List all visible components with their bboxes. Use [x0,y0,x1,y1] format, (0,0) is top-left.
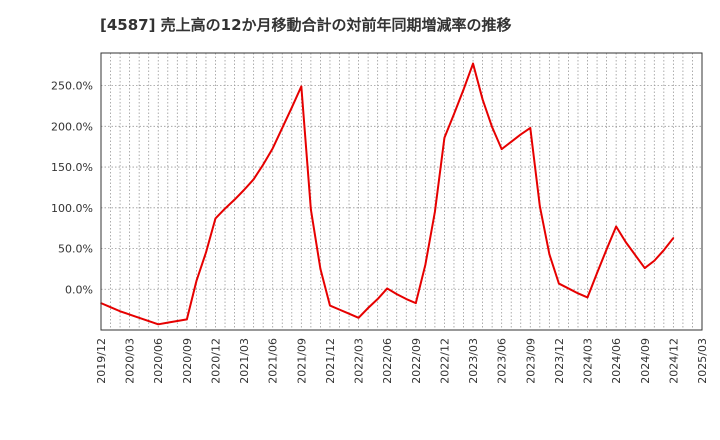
x-tick-label: 2020/06 [152,338,165,384]
data-point [367,307,369,309]
data-point [186,318,188,321]
data-point [481,98,484,101]
data-point [338,308,341,311]
data-point [271,147,274,150]
data-point [262,163,264,166]
x-tick-label: 2022/12 [438,338,451,384]
data-point [548,253,551,256]
data-point [224,207,226,210]
data-point [615,225,617,228]
x-tick-label: 2025/03 [696,338,709,384]
data-point [157,323,160,326]
data-point [119,310,121,313]
x-tick-label: 2023/03 [467,338,480,384]
x-tick-label: 2022/03 [353,338,366,384]
x-tick-label: 2021/09 [295,338,308,384]
data-point [424,264,427,266]
data-point [329,304,331,307]
y-tick-label: 50.0% [58,243,93,256]
grid-lines [101,53,702,330]
x-tick-label: 2021/12 [324,338,337,384]
x-tick-label: 2020/12 [209,338,222,384]
data-point [596,272,598,274]
y-tick-label: 250.0% [51,80,93,93]
data-point [472,62,474,65]
data-point [653,259,656,262]
data-point [462,88,465,91]
data-point [643,267,646,269]
y-tick-label: 150.0% [51,161,93,174]
x-tick-label: 2024/06 [610,338,623,384]
data-point [109,306,112,308]
data-point [434,211,436,213]
data-point [405,298,408,300]
data-point [319,268,322,270]
x-tick-label: 2024/12 [667,338,680,384]
x-tick-label: 2024/03 [582,338,595,384]
data-point [395,293,398,295]
series-group [100,62,675,326]
data-point [128,313,131,316]
x-tick-label: 2021/06 [267,338,280,384]
data-point [290,106,293,109]
x-tick-label: 2023/06 [496,338,509,384]
data-point [348,312,350,315]
data-point [300,85,303,88]
data-point [415,302,417,304]
chart-title: [4587] 売上高の12か月移動合計の対前年同期増減率の推移 [100,16,512,34]
y-axis-ticks: 0.0% 50.0% 100.0% 150.0% 200.0% 250.0% [51,80,93,297]
x-tick-label: 2020/03 [124,338,137,384]
data-point [519,133,522,136]
data-point [205,251,207,254]
data-point [453,113,455,115]
data-point [529,127,532,129]
data-point [663,249,665,251]
data-point [577,292,579,295]
plot-background [101,53,702,330]
data-point [624,241,627,243]
y-tick-label: 200.0% [51,120,93,133]
y-tick-label: 100.0% [51,202,93,215]
data-point [195,280,198,282]
data-point [376,298,379,300]
data-point [243,189,245,191]
x-tick-label: 2023/09 [524,338,537,384]
data-point [281,127,284,129]
y-tick-label: 0.0% [65,283,93,296]
data-point [176,320,179,322]
x-axis-ticks: 2019/12 2020/03 2020/06 2020/09 2020/12 2021/… [95,338,709,384]
x-tick-label: 2020/09 [181,338,194,384]
data-point [357,316,360,319]
data-point [166,321,169,324]
data-point [443,136,446,139]
x-tick-label: 2023/12 [553,338,566,384]
data-point [310,208,312,211]
data-point [586,296,589,299]
x-tick-label: 2022/09 [410,338,423,384]
data-point [491,126,493,128]
data-point [605,248,608,251]
data-point [147,320,150,322]
data-point [539,205,541,207]
data-point [558,282,560,285]
x-tick-label: 2021/03 [238,338,251,384]
x-tick-label: 2022/06 [381,338,394,384]
data-point [567,287,570,290]
data-point [252,178,255,181]
data-point [214,217,217,220]
data-point [672,237,675,239]
data-point [500,148,503,150]
x-tick-label: 2024/09 [639,338,652,384]
data-point [634,254,637,256]
data-point [233,198,236,201]
data-point [386,287,388,290]
x-tick-label: 2019/12 [95,338,108,384]
data-point [510,141,513,143]
data-point [138,316,140,319]
plot-frame [100,52,703,331]
